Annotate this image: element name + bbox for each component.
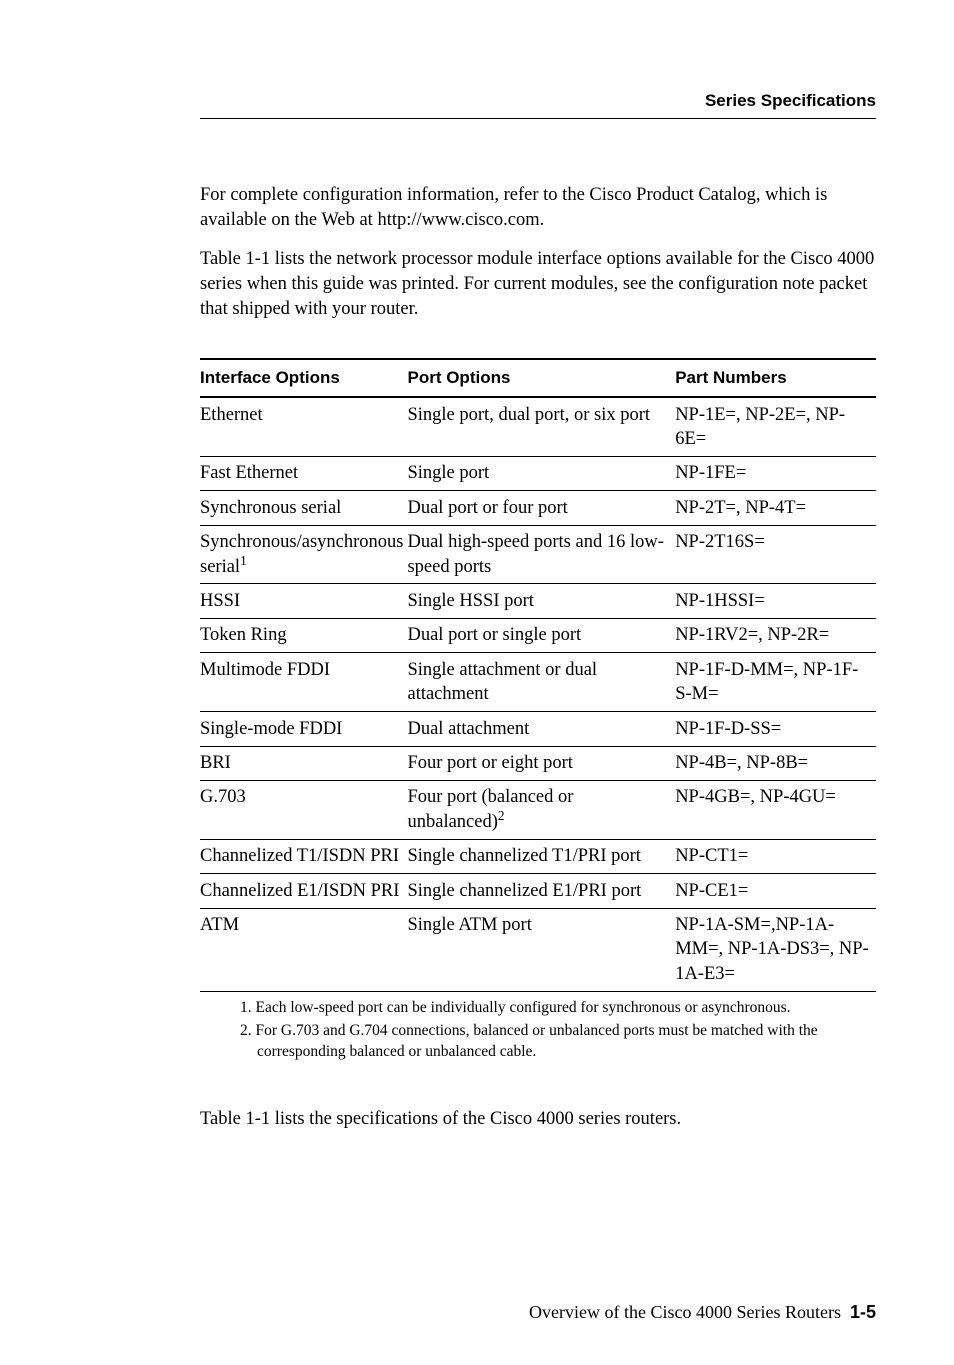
paragraph-table-ref: Table 1-1 lists the network processor mo… — [200, 247, 876, 322]
cell-ports: Dual high-speed ports and 16 low-speed p… — [407, 525, 675, 584]
cell-ports: Single port — [407, 456, 675, 490]
cell-interface: Channelized T1/ISDN PRI — [200, 839, 407, 873]
cell-ports: Four port (balanced or unbalanced)2 — [407, 780, 675, 839]
cell-interface: Token Ring — [200, 618, 407, 652]
cell-interface: Fast Ethernet — [200, 456, 407, 490]
page: Series Specifications For complete confi… — [0, 0, 954, 1365]
table-row: Multimode FDDISingle attachment or dual … — [200, 653, 876, 712]
cell-parts: NP-1HSSI= — [675, 584, 876, 618]
cell-parts: NP-1A-SM=,NP-1A-MM=, NP-1A-DS3=, NP-1A-E… — [675, 908, 876, 991]
table: Interface Options Port Options Part Numb… — [200, 358, 876, 992]
cell-parts: NP-1F-D-SS= — [675, 712, 876, 746]
footnote: 1. Each low-speed port can be individual… — [240, 998, 876, 1019]
cell-interface: BRI — [200, 746, 407, 780]
th-part-numbers: Part Numbers — [675, 359, 876, 397]
cell-parts: NP-1E=, NP-2E=, NP-6E= — [675, 397, 876, 456]
cell-ports: Dual port or four port — [407, 491, 675, 525]
table-row: BRIFour port or eight portNP-4B=, NP-8B= — [200, 746, 876, 780]
footnote-ref: 1 — [240, 552, 247, 567]
table-row: G.703Four port (balanced or unbalanced)2… — [200, 780, 876, 839]
table-row: Synchronous serialDual port or four port… — [200, 491, 876, 525]
cell-parts: NP-4B=, NP-8B= — [675, 746, 876, 780]
cell-parts: NP-1FE= — [675, 456, 876, 490]
footer-label: Overview of the Cisco 4000 Series Router… — [529, 1302, 841, 1322]
table-row: EthernetSingle port, dual port, or six p… — [200, 397, 876, 456]
cell-ports: Dual attachment — [407, 712, 675, 746]
cell-interface: Channelized E1/ISDN PRI — [200, 874, 407, 908]
cell-interface: Synchronous/asynchronous serial1 — [200, 525, 407, 584]
cell-interface: ATM — [200, 908, 407, 991]
cell-interface: HSSI — [200, 584, 407, 618]
running-head: Series Specifications — [200, 90, 876, 119]
cell-parts: NP-CE1= — [675, 874, 876, 908]
cell-interface: Single-mode FDDI — [200, 712, 407, 746]
cell-interface: G.703 — [200, 780, 407, 839]
cell-ports: Single attachment or dual attachment — [407, 653, 675, 712]
cell-parts: NP-4GB=, NP-4GU= — [675, 780, 876, 839]
cell-interface: Multimode FDDI — [200, 653, 407, 712]
table-row: Synchronous/asynchronous serial1Dual hig… — [200, 525, 876, 584]
paragraph-after-table: Table 1-1 lists the specifications of th… — [200, 1107, 876, 1132]
cell-ports: Dual port or single port — [407, 618, 675, 652]
cell-ports: Four port or eight port — [407, 746, 675, 780]
cell-parts: NP-1F-D-MM=, NP-1F-S-M= — [675, 653, 876, 712]
cell-ports: Single port, dual port, or six port — [407, 397, 675, 456]
cell-interface: Synchronous serial — [200, 491, 407, 525]
cell-parts: NP-2T=, NP-4T= — [675, 491, 876, 525]
cell-ports: Single channelized T1/PRI port — [407, 839, 675, 873]
table-row: Fast EthernetSingle portNP-1FE= — [200, 456, 876, 490]
table-row: Channelized E1/ISDN PRISingle channelize… — [200, 874, 876, 908]
table-header-row: Interface Options Port Options Part Numb… — [200, 359, 876, 397]
cell-ports: Single ATM port — [407, 908, 675, 991]
table-footnotes: 1. Each low-speed port can be individual… — [200, 998, 876, 1063]
table-row: Token RingDual port or single portNP-1RV… — [200, 618, 876, 652]
cell-interface: Ethernet — [200, 397, 407, 456]
cell-parts: NP-1RV2=, NP-2R= — [675, 618, 876, 652]
cell-ports: Single HSSI port — [407, 584, 675, 618]
footer-page-number: 1-5 — [850, 1302, 876, 1322]
th-interface-options: Interface Options — [200, 359, 407, 397]
table-row: HSSISingle HSSI portNP-1HSSI= — [200, 584, 876, 618]
cell-ports: Single channelized E1/PRI port — [407, 874, 675, 908]
table-row: Single-mode FDDIDual attachmentNP-1F-D-S… — [200, 712, 876, 746]
paragraph-intro: For complete configuration information, … — [200, 183, 876, 233]
cell-parts: NP-2T16S= — [675, 525, 876, 584]
interface-options-table: Interface Options Port Options Part Numb… — [200, 358, 876, 1063]
table-row: Channelized T1/ISDN PRISingle channelize… — [200, 839, 876, 873]
page-footer: Overview of the Cisco 4000 Series Router… — [200, 1301, 876, 1324]
footnote: 2. For G.703 and G.704 connections, bala… — [240, 1021, 876, 1063]
cell-parts: NP-CT1= — [675, 839, 876, 873]
footnote-ref: 2 — [498, 808, 505, 823]
table-row: ATMSingle ATM portNP-1A-SM=,NP-1A-MM=, N… — [200, 908, 876, 991]
th-port-options: Port Options — [407, 359, 675, 397]
